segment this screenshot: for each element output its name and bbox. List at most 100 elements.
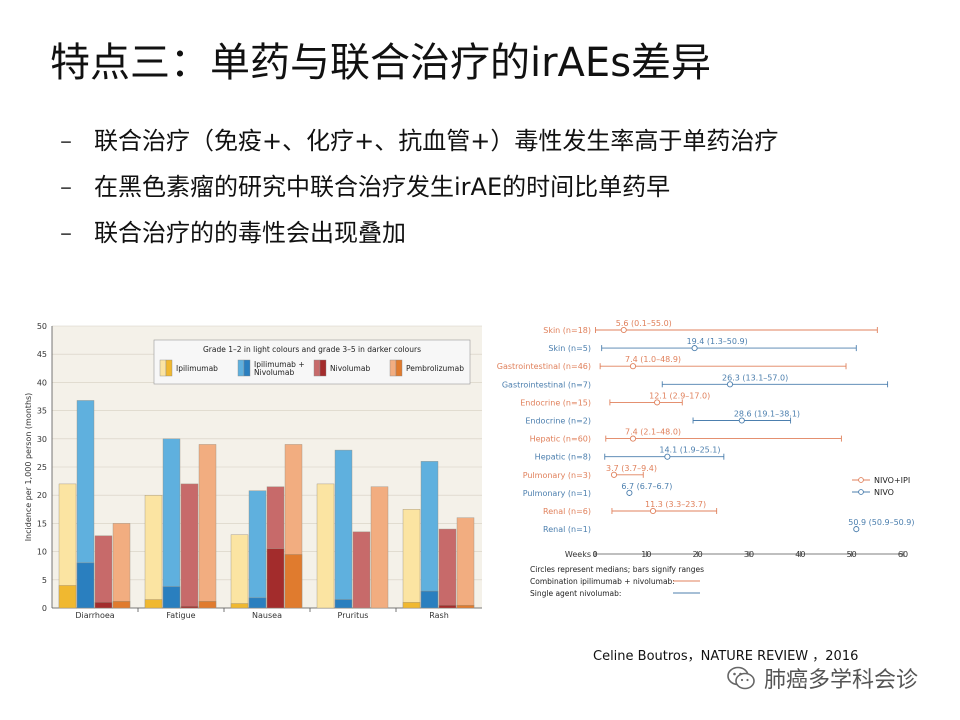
median-point xyxy=(626,489,633,496)
bullet-text: 联合治疗的的毒性会出现叠加 xyxy=(94,219,406,247)
legend-label: Pembrolizumab xyxy=(406,364,464,373)
median-point xyxy=(691,345,698,352)
y-tick-label: 30 xyxy=(37,435,47,444)
bullet-marker: – xyxy=(60,219,72,247)
time-to-onset-chart: Skin (n=18) 5.6 (0.1–55.0) Skin (n=5) 19.4 … xyxy=(497,319,915,598)
row-label: Hepatic (n=60) xyxy=(530,435,591,444)
row-label: Skin (n=18) xyxy=(543,326,591,335)
bullet-text: 在黑色素瘤的研究中联合治疗发生irAE的时间比单药早 xyxy=(94,173,671,201)
y-tick-label: 20 xyxy=(37,491,47,500)
median-point xyxy=(629,363,637,370)
median-point xyxy=(853,526,860,533)
bar-grade1-2 xyxy=(420,461,439,609)
bar-grade3-5 xyxy=(230,603,249,609)
legend-swatch-light xyxy=(313,359,321,377)
legend-label: Nivolumab xyxy=(254,368,294,377)
median-range-label: 6.7 (6.7–6.7) xyxy=(621,482,672,491)
bar-grade3-5 xyxy=(198,601,217,609)
bar-grade1-2 xyxy=(94,535,113,609)
y-tick-label: 45 xyxy=(37,350,47,359)
bullet-item: – 联合治疗（免疫+、化疗+、抗血管+）毒性发生率高于单药治疗 xyxy=(60,118,778,164)
row-label: Gastrointestinal (n=7) xyxy=(502,380,591,389)
x-axis-label: Weeks xyxy=(565,550,591,559)
x-tick-label: 50 xyxy=(847,550,857,559)
x-tick-label: 10 xyxy=(641,550,651,559)
median-range-label: 28.6 (19.1–38.1) xyxy=(734,410,800,419)
y-tick-label: 25 xyxy=(37,463,47,472)
median-point xyxy=(649,507,657,515)
x-tick-label: 40 xyxy=(795,550,805,559)
legend-swatch-dark xyxy=(395,359,403,377)
row-label: Endocrine (n=15) xyxy=(520,398,591,407)
x-tick-label: 60 xyxy=(898,550,908,559)
bar-grade3-5 xyxy=(334,599,353,609)
x-tick-label: Rash xyxy=(429,611,449,620)
x-tick-label: Fatigue xyxy=(166,611,195,620)
bar-grade3-5 xyxy=(248,597,267,609)
bar-grade1-2 xyxy=(198,444,217,609)
median-range-label: 5.6 (0.1–55.0) xyxy=(616,319,672,328)
citation: Celine Boutros，NATURE REVIEW ，2016 xyxy=(593,649,859,664)
row-label: Pulmonary (n=3) xyxy=(523,471,591,480)
legend-label: NIVO+IPI xyxy=(874,476,910,485)
x-tick-label: 0 xyxy=(592,550,597,559)
bar-grade3-5 xyxy=(266,548,285,609)
row-label: Renal (n=6) xyxy=(543,507,591,516)
bar-grade3-5 xyxy=(402,602,421,609)
slide-title: 特点三：单药与联合治疗的irAEs差异 xyxy=(50,40,712,86)
bar-grade3-5 xyxy=(112,601,131,609)
legend-label: Nivolumab xyxy=(330,364,370,373)
bar-grade1-2 xyxy=(456,517,475,609)
median-range-label: 14.1 (1.9–25.1) xyxy=(659,446,720,455)
y-tick-label: 50 xyxy=(37,322,47,331)
bar-grade1-2 xyxy=(230,534,249,609)
legend-label: NIVO xyxy=(874,488,894,497)
median-range-label: 50.9 (50.9–50.9) xyxy=(848,518,914,527)
incidence-bar-chart: 0 5 10 15 20 25 30 35 40 45 50 Incidence per 1,000 … xyxy=(24,322,482,620)
legend-marker xyxy=(858,477,864,483)
legend-title: Grade 1–2 in light colours and grade 3–5… xyxy=(203,345,421,354)
bar-grade3-5 xyxy=(420,590,439,609)
row-label: Endocrine (n=2) xyxy=(525,417,591,426)
bullet-marker: – xyxy=(60,173,72,201)
legend-swatch-dark xyxy=(319,359,327,377)
row-label: Pulmonary (n=1) xyxy=(523,489,591,498)
bar-grade3-5 xyxy=(180,606,199,609)
legend-box xyxy=(153,339,471,385)
y-axis-label: Incidence per 1,000 person (months) xyxy=(24,393,33,542)
bullet-marker: – xyxy=(60,127,72,155)
bar-grade1-2 xyxy=(180,483,199,609)
median-point xyxy=(654,399,661,406)
bullet-item: – 联合治疗的的毒性会出现叠加 xyxy=(60,210,778,256)
median-range-label: 19.4 (1.3–50.9) xyxy=(687,337,748,346)
x-tick-label: Pruritus xyxy=(338,611,369,620)
bar-grade1-2 xyxy=(112,523,131,609)
median-range-label: 12.1 (2.9–17.0) xyxy=(649,391,710,400)
y-tick-label: 15 xyxy=(37,519,47,528)
bar-grade3-5 xyxy=(94,602,113,609)
median-range-label: 3.7 (3.7–9.4) xyxy=(606,464,657,473)
wechat-icon xyxy=(727,666,755,690)
footnote: Combination ipilimumab + nivolumab: xyxy=(530,577,675,586)
bar-grade3-5 xyxy=(144,599,163,609)
row-label: Gastrointestinal (n=46) xyxy=(497,362,591,371)
bar-grade1-2 xyxy=(162,438,181,609)
y-tick-label: 10 xyxy=(37,548,47,557)
y-tick-label: 5 xyxy=(42,576,47,585)
bar-grade1-2 xyxy=(402,509,421,609)
median-point xyxy=(629,435,637,442)
bar-grade3-5 xyxy=(76,562,95,609)
legend-marker xyxy=(858,489,864,495)
bar-grade1-2 xyxy=(144,494,163,609)
bullet-text: 联合治疗（免疫+、化疗+、抗血管+）毒性发生率高于单药治疗 xyxy=(94,127,779,155)
bar-grade3-5 xyxy=(58,585,77,609)
median-point xyxy=(726,381,734,388)
median-range-label: 11.3 (3.3–23.7) xyxy=(645,500,706,509)
median-point xyxy=(738,417,745,424)
legend-swatch-dark xyxy=(243,359,251,377)
footnote: Circles represent medians; bars signify … xyxy=(530,565,704,574)
x-tick-label: Diarrhoea xyxy=(75,611,114,620)
median-range-label: 26.3 (13.1–57.0) xyxy=(722,373,788,382)
legend-swatch-dark xyxy=(165,359,173,377)
bar-grade1-2 xyxy=(352,531,371,609)
